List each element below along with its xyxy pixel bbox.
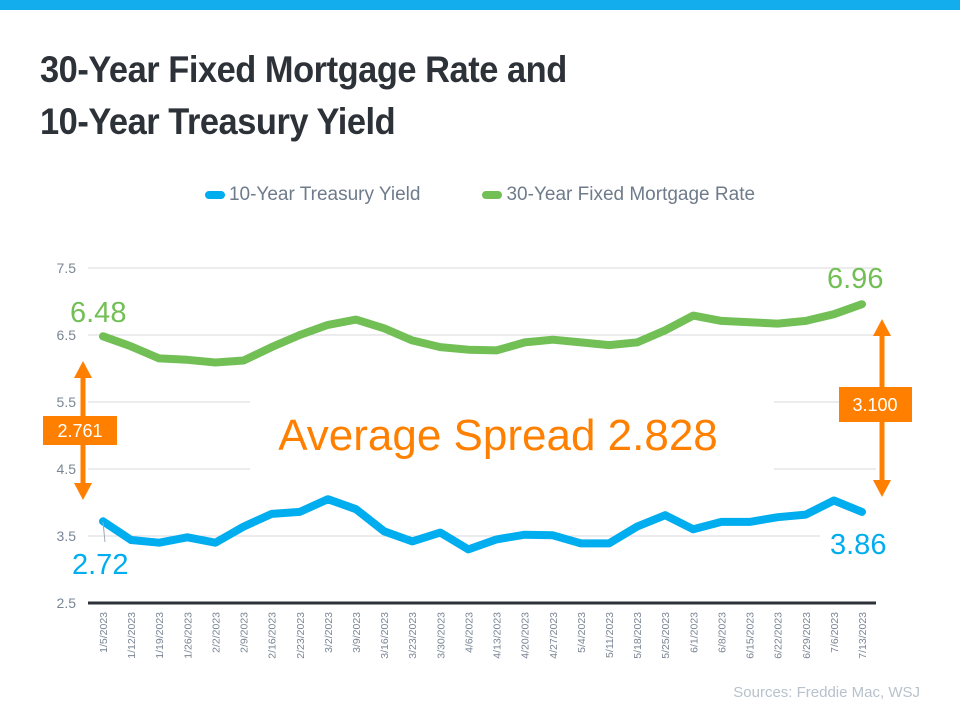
start-spread-arrow-up-arrowhead-icon — [74, 361, 92, 378]
sources-note: Sources: Freddie Mac, WSJ — [733, 684, 920, 701]
x-tick-label: 2/9/2023 — [239, 612, 251, 653]
x-tick-label: 6/1/2023 — [688, 612, 700, 653]
x-tick-label: 1/26/2023 — [182, 612, 194, 659]
x-tick-label: 2/2/2023 — [210, 612, 222, 653]
end-spread-box — [839, 387, 912, 422]
x-tick-label: 5/18/2023 — [632, 612, 644, 659]
end-spread-value: 3.100 — [852, 395, 897, 415]
legend-label-treasury: 10-Year Treasury Yield — [228, 184, 421, 205]
start-spread-arrow-down-arrowhead-icon — [74, 483, 92, 500]
x-tick-label: 2/16/2023 — [267, 612, 279, 659]
y-tick-label: 4.5 — [57, 461, 77, 477]
legend-item-treasury: 10-Year Treasury Yield — [204, 184, 421, 206]
y-tick-label: 7.5 — [57, 260, 77, 276]
title-line-2: 10-Year Treasury Yield — [40, 101, 396, 142]
x-tick-label: 2/23/2023 — [295, 612, 307, 659]
x-tick-label: 7/13/2023 — [857, 612, 869, 659]
treasury-yield-line — [99, 495, 866, 554]
legend-swatch-mortgage — [482, 191, 503, 199]
start-spread-box — [43, 416, 117, 445]
y-tick-label: 6.5 — [57, 327, 77, 343]
y-tick-label: 2.5 — [57, 595, 77, 611]
x-tick-label: 3/30/2023 — [435, 612, 447, 659]
mortgage-end-label: 6.96 — [827, 263, 883, 295]
label-background — [820, 525, 890, 565]
x-tick-label: 5/25/2023 — [660, 612, 672, 659]
mortgage-start-label: 6.48 — [70, 297, 126, 329]
x-tick-label: 3/9/2023 — [351, 612, 363, 653]
chart-title: 30-Year Fixed Mortgage Rate and 10-Year … — [40, 44, 567, 148]
x-tick-label: 3/16/2023 — [379, 612, 391, 659]
x-tick-label: 6/8/2023 — [716, 612, 728, 653]
text-background — [250, 400, 774, 472]
x-tick-label: 5/4/2023 — [576, 612, 588, 653]
y-tick-label: 5.5 — [57, 394, 77, 410]
x-tick-label: 5/11/2023 — [604, 612, 616, 658]
legend-label-mortgage: 30-Year Fixed Mortgage Rate — [506, 184, 756, 205]
x-tick-label: 4/20/2023 — [520, 612, 532, 659]
x-tick-label: 6/29/2023 — [801, 612, 813, 659]
x-tick-label: 1/19/2023 — [154, 612, 166, 659]
x-tick-label: 4/27/2023 — [548, 612, 560, 659]
start-spread-value: 2.761 — [57, 421, 102, 441]
x-tick-label: 3/2/2023 — [323, 612, 335, 653]
y-tick-label: 3.5 — [57, 528, 77, 544]
average-spread-label: Average Spread 2.828 — [278, 411, 718, 460]
x-tick-label: 6/15/2023 — [745, 612, 757, 659]
x-tick-label: 6/22/2023 — [773, 612, 785, 659]
top-accent-bar — [0, 0, 960, 10]
x-tick-label: 1/12/2023 — [126, 612, 138, 659]
treasury-end-label: 3.86 — [830, 529, 886, 561]
leader-line — [102, 521, 106, 543]
legend: 10-Year Treasury Yield 30-Year Fixed Mor… — [0, 184, 960, 206]
treasury-start-label: 2.72 — [72, 549, 128, 581]
x-tick-label: 1/5/2023 — [98, 612, 110, 653]
x-tick-label: 4/13/2023 — [492, 612, 504, 659]
legend-item-mortgage: 30-Year Fixed Mortgage Rate — [482, 184, 755, 206]
x-tick-label: 3/23/2023 — [407, 612, 419, 659]
x-tick-label: 4/6/2023 — [463, 612, 475, 653]
end-spread-arrow-up-arrowhead-icon — [873, 319, 891, 336]
legend-swatch-treasury — [204, 191, 225, 199]
x-tick-label: 7/6/2023 — [829, 612, 841, 653]
end-spread-arrow-down-arrowhead-icon — [873, 480, 891, 497]
title-line-1: 30-Year Fixed Mortgage Rate and — [40, 49, 567, 90]
mortgage-rate-line — [99, 300, 866, 367]
